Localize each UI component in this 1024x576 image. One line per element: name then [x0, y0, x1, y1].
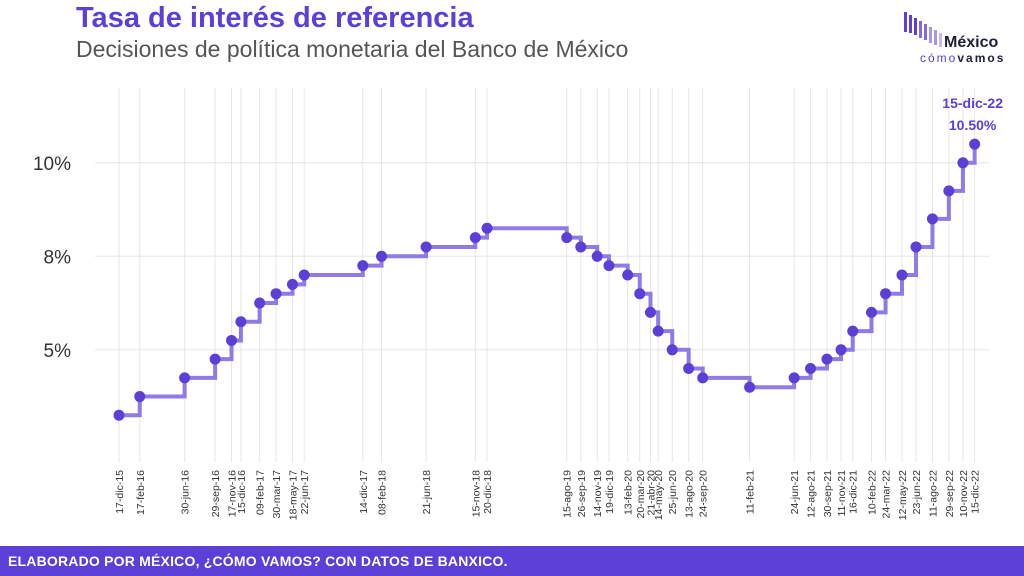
rate-chart: 5% 8% 10% 17-dic-15 17-feb-16 30-jun-16 29-sep…: [33, 88, 1003, 520]
rate-point: [591, 250, 603, 262]
x-tick-label: 20-dic-18: [482, 470, 494, 514]
x-tick-label: 22-jun-17: [299, 470, 311, 515]
x-tick-label: 21-jun-18: [421, 470, 433, 515]
rate-point: [286, 278, 298, 290]
rate-point: [880, 288, 892, 300]
x-tick-label: 15-dic-22: [970, 470, 982, 514]
x-tick-label: 10-nov-22: [958, 470, 970, 517]
x-tick-label: 19-dic-19: [604, 470, 616, 514]
rate-point: [209, 353, 221, 365]
rate-point: [469, 232, 481, 244]
x-tick-label: 20-mar-20: [635, 470, 647, 519]
rate-point: [254, 297, 266, 309]
x-tick-label: 13-feb-20: [623, 470, 635, 515]
x-tick-label: 12-ago-21: [806, 470, 818, 518]
x-tick-label: 30-mar-17: [271, 470, 283, 519]
x-tick-label: 13-ago-20: [684, 470, 696, 518]
x-tick-label: 18-may-17: [287, 470, 299, 520]
rate-point: [622, 269, 634, 281]
y-tick-label: 8%: [44, 247, 72, 268]
rate-point: [697, 372, 709, 384]
x-tick-label: 29-sep-22: [944, 470, 956, 517]
rate-point: [113, 409, 125, 421]
x-tick-label: 25-jun-20: [667, 470, 679, 515]
x-tick-label: 17-dic-15: [114, 470, 126, 514]
rate-point: [969, 138, 981, 150]
rate-point: [926, 213, 938, 225]
y-tick-label: 10%: [33, 154, 71, 175]
x-tick-label: 21-abr-20: [645, 470, 657, 516]
x-tick-label: 23-jun-22: [911, 470, 923, 515]
x-tick-label: 11-feb-21: [745, 470, 757, 514]
x-tick-label: 14-may-20: [653, 470, 665, 520]
rate-point: [644, 306, 656, 318]
x-tick-label: 17-nov-16: [227, 470, 239, 517]
rate-point: [134, 391, 146, 403]
rate-point: [788, 372, 800, 384]
x-tick-label: 11-nov-21: [836, 470, 848, 517]
x-tick-label: 15-nov-18: [470, 470, 482, 517]
chart-title: Tasa de interés de referencia: [76, 2, 474, 34]
x-tick-label: 24-sep-20: [698, 470, 710, 517]
x-tick-label: 15-dic-16: [236, 470, 248, 514]
y-tick-label: 5%: [44, 341, 72, 362]
chart-subtitle: Decisiones de política monetaria del Ban…: [76, 36, 629, 62]
x-tick-label: 30-jun-16: [180, 470, 192, 515]
rate-point: [896, 269, 908, 281]
logo: México cómovamos: [900, 10, 1018, 68]
x-tick-label: 14-nov-19: [592, 470, 604, 517]
rate-point: [376, 250, 388, 262]
rate-point: [235, 316, 247, 328]
rate-point: [821, 353, 833, 365]
x-tick-label: 30-sep-21: [822, 470, 834, 517]
x-tick-label: 12-may-22: [897, 470, 909, 520]
x-tick-label: 10-feb-22: [866, 470, 878, 515]
rate-point: [357, 260, 369, 272]
x-tick-label: 29-sep-16: [210, 470, 222, 517]
rate-point: [634, 288, 646, 300]
rate-point: [683, 363, 695, 374]
x-tick-label: 09-feb-17: [255, 470, 267, 515]
rate-point: [298, 269, 310, 281]
logo-text: México: [944, 34, 999, 51]
x-tick-label: 26-sep-19: [576, 470, 588, 517]
rate-point: [575, 241, 587, 253]
rate-point: [652, 325, 664, 337]
rate-point: [481, 222, 493, 234]
x-tick-label: 15-ago-19: [562, 470, 574, 518]
rate-point: [270, 288, 282, 300]
rate-point: [847, 325, 859, 337]
rate-point: [226, 334, 238, 346]
x-tick-label: 16-dic-21: [848, 470, 860, 514]
last-point-value-label: 10.50%: [949, 117, 997, 133]
last-point-date-label: 15-dic-22: [942, 95, 1003, 111]
x-tick-label: 24-jun-21: [789, 470, 801, 515]
rate-point: [865, 306, 877, 318]
x-tick-label: 24-mar-22: [881, 470, 893, 519]
rate-point: [835, 344, 847, 356]
x-tick-label: 17-feb-16: [135, 470, 147, 515]
rate-point: [957, 157, 969, 169]
footer-bar: ELABORADO POR MÉXICO, ¿CÓMO VAMOS? CON D…: [0, 546, 1024, 576]
footer-credit: ELABORADO POR MÉXICO, ¿CÓMO VAMOS? CON D…: [8, 553, 508, 569]
rate-point: [420, 241, 432, 253]
logo-bars-icon: [904, 12, 942, 47]
rate-step-line: [119, 144, 977, 418]
rate-point: [603, 260, 615, 272]
rate-point: [666, 344, 678, 356]
x-tick-label: 14-dic-17: [358, 470, 370, 514]
rate-point: [943, 185, 955, 197]
x-tick-label: 08-feb-18: [377, 470, 389, 515]
logo-subtext: cómovamos: [920, 51, 1006, 65]
rate-point: [910, 241, 922, 253]
x-tick-label: 11-ago-22: [927, 470, 939, 517]
rate-point: [179, 372, 191, 384]
rate-point: [805, 363, 817, 374]
rate-point: [744, 381, 756, 393]
rate-point: [561, 232, 573, 244]
